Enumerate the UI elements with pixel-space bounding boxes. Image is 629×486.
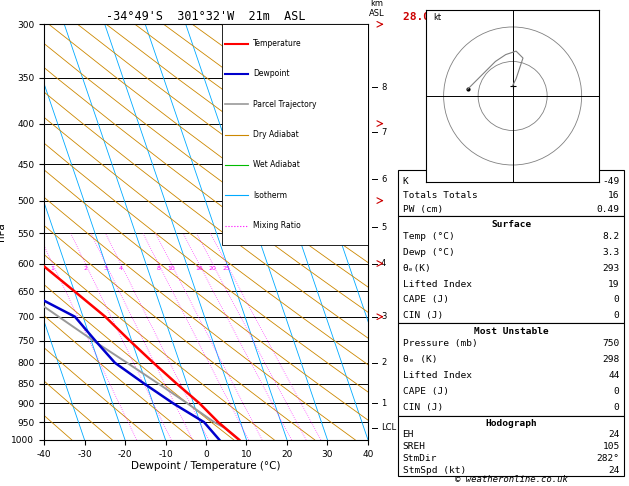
Text: 5: 5 bbox=[381, 223, 386, 232]
Text: Temperature: Temperature bbox=[253, 39, 301, 48]
Text: Dewp (°C): Dewp (°C) bbox=[403, 248, 454, 257]
Text: 10: 10 bbox=[167, 266, 175, 271]
Text: Wet Adiabat: Wet Adiabat bbox=[253, 160, 300, 170]
Bar bbox=[398, 416, 625, 476]
Text: CAPE (J): CAPE (J) bbox=[403, 387, 448, 397]
Text: 2: 2 bbox=[83, 266, 87, 271]
Text: 0: 0 bbox=[614, 311, 620, 320]
Y-axis label: hPa: hPa bbox=[0, 223, 6, 242]
Text: -49: -49 bbox=[603, 176, 620, 186]
Text: 25: 25 bbox=[223, 266, 230, 271]
Text: 7: 7 bbox=[381, 128, 386, 137]
Text: 282°: 282° bbox=[596, 454, 620, 463]
Text: Dry Adiabat: Dry Adiabat bbox=[253, 130, 299, 139]
Text: CAPE (J): CAPE (J) bbox=[403, 295, 448, 305]
Text: 3.3: 3.3 bbox=[603, 248, 620, 257]
Text: km
ASL: km ASL bbox=[369, 0, 385, 18]
Text: 24: 24 bbox=[608, 466, 620, 475]
Text: 3: 3 bbox=[104, 266, 108, 271]
Text: Lifted Index: Lifted Index bbox=[403, 371, 472, 381]
Text: 0.49: 0.49 bbox=[596, 205, 620, 214]
Text: Most Unstable: Most Unstable bbox=[474, 327, 548, 336]
Text: 2: 2 bbox=[381, 358, 386, 367]
Text: Hodograph: Hodograph bbox=[485, 419, 537, 429]
Text: 4: 4 bbox=[118, 266, 123, 271]
Text: 8.2: 8.2 bbox=[603, 232, 620, 242]
Text: θₑ(K): θₑ(K) bbox=[403, 264, 431, 273]
Text: 20: 20 bbox=[209, 266, 216, 271]
Text: Parcel Trajectory: Parcel Trajectory bbox=[253, 100, 316, 109]
Text: Isotherm: Isotherm bbox=[253, 191, 287, 200]
X-axis label: Dewpoint / Temperature (°C): Dewpoint / Temperature (°C) bbox=[131, 461, 281, 471]
Text: LCL: LCL bbox=[381, 423, 396, 432]
Title: -34°49'S  301°32'W  21m  ASL: -34°49'S 301°32'W 21m ASL bbox=[106, 10, 306, 23]
Text: 0: 0 bbox=[614, 387, 620, 397]
Text: 8: 8 bbox=[381, 83, 386, 92]
Text: CIN (J): CIN (J) bbox=[403, 311, 443, 320]
Text: SREH: SREH bbox=[403, 442, 426, 451]
Text: © weatheronline.co.uk: © weatheronline.co.uk bbox=[455, 474, 567, 484]
Text: 298: 298 bbox=[603, 355, 620, 364]
Text: K: K bbox=[403, 176, 408, 186]
Text: 3: 3 bbox=[381, 312, 386, 321]
Text: 750: 750 bbox=[603, 339, 620, 348]
Text: Lifted Index: Lifted Index bbox=[403, 279, 472, 289]
Text: 105: 105 bbox=[603, 442, 620, 451]
Text: Mixing Ratio: Mixing Ratio bbox=[253, 221, 301, 230]
Text: 19: 19 bbox=[608, 279, 620, 289]
Bar bbox=[398, 323, 625, 416]
Bar bbox=[398, 216, 625, 323]
Text: 1: 1 bbox=[381, 399, 386, 408]
Text: 8: 8 bbox=[157, 266, 160, 271]
Text: 0: 0 bbox=[614, 295, 620, 305]
Text: Surface: Surface bbox=[491, 220, 531, 229]
Text: PW (cm): PW (cm) bbox=[403, 205, 443, 214]
Text: 4: 4 bbox=[381, 259, 386, 268]
Bar bbox=[222, 24, 368, 245]
Text: 24: 24 bbox=[608, 430, 620, 439]
Text: Totals Totals: Totals Totals bbox=[403, 191, 477, 200]
Text: θₑ (K): θₑ (K) bbox=[403, 355, 437, 364]
Text: 16: 16 bbox=[195, 266, 203, 271]
Text: StmSpd (kt): StmSpd (kt) bbox=[403, 466, 466, 475]
Text: 0: 0 bbox=[614, 403, 620, 413]
Text: EH: EH bbox=[403, 430, 414, 439]
Text: 6: 6 bbox=[381, 175, 386, 184]
Text: 1: 1 bbox=[50, 266, 55, 271]
Bar bbox=[398, 170, 625, 216]
Text: kt: kt bbox=[433, 13, 442, 22]
Text: Dewpoint: Dewpoint bbox=[253, 69, 289, 78]
Text: 28.04.2024  06GMT  (Base: 00): 28.04.2024 06GMT (Base: 00) bbox=[403, 12, 598, 22]
Text: 44: 44 bbox=[608, 371, 620, 381]
Text: Temp (°C): Temp (°C) bbox=[403, 232, 454, 242]
Text: Pressure (mb): Pressure (mb) bbox=[403, 339, 477, 348]
Text: CIN (J): CIN (J) bbox=[403, 403, 443, 413]
Text: StmDir: StmDir bbox=[403, 454, 437, 463]
Text: 16: 16 bbox=[608, 191, 620, 200]
Text: 293: 293 bbox=[603, 264, 620, 273]
